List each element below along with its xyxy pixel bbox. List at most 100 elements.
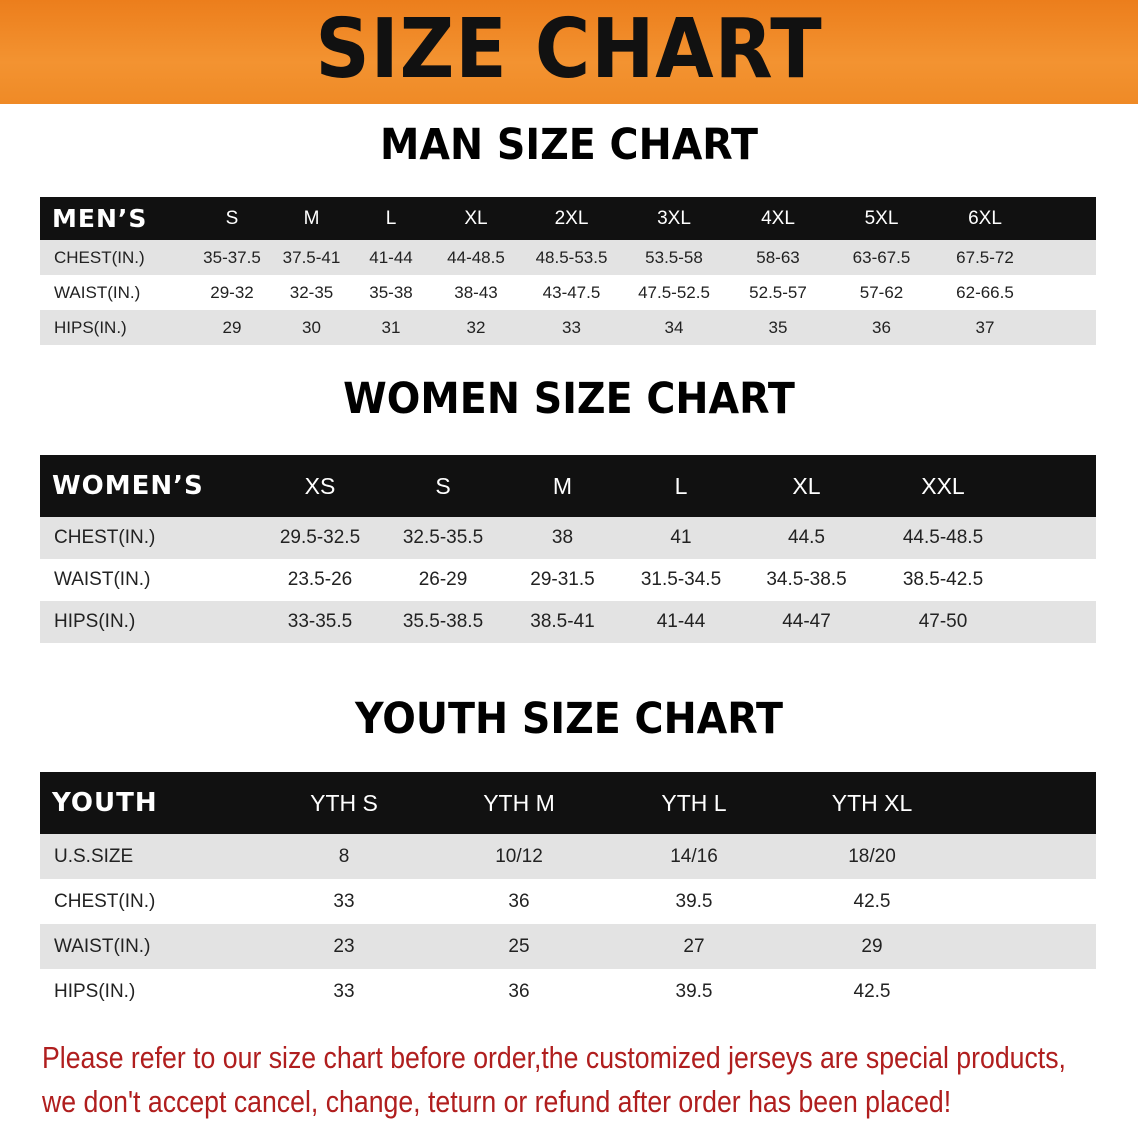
row-label: CHEST(IN.): [54, 890, 156, 912]
measurement-cell: 33: [562, 317, 581, 337]
women-heading: WOMEN SIZE CHART: [343, 374, 795, 424]
size-header-cell: YTH L: [661, 789, 727, 816]
row-label: HIPS(IN.): [54, 317, 127, 337]
size-header-cell: YTH XL: [831, 789, 913, 816]
measurement-cell: 42.5: [853, 890, 891, 912]
measurement-cell: 10/12: [495, 845, 543, 867]
row-label: WAIST(IN.): [54, 935, 151, 957]
measurement-cell: 63-67.5: [852, 247, 911, 267]
measurement-cell: 39.5: [675, 890, 713, 912]
page-title: SIZE CHART: [315, 2, 823, 97]
measurement-cell: 38.5-42.5: [902, 569, 984, 590]
measurement-cell: 44-48.5: [447, 247, 505, 267]
measurement-cell: 29: [861, 935, 883, 957]
size-header-cell: 3XL: [657, 207, 691, 229]
notice-line-1: Please refer to our size chart before or…: [42, 1040, 1066, 1075]
measurement-cell: 35-37.5: [203, 247, 261, 267]
measurement-cell: 30: [302, 317, 321, 337]
row-label: CHEST(IN.): [54, 527, 156, 548]
measurement-cell: 44.5: [788, 527, 825, 548]
measurement-cell: 32: [466, 317, 486, 337]
measurement-cell: 41: [670, 527, 692, 548]
row-label: CHEST(IN.): [54, 247, 145, 267]
measurement-cell: 67.5-72: [956, 247, 1014, 267]
table-row: HIPS(IN.) 33-35.5 35.5-38.5 38.5-41 41-44 44-…: [40, 601, 1096, 643]
row-label: U.S.SIZE: [54, 845, 134, 867]
measurement-cell: 43-47.5: [542, 282, 601, 302]
measurement-cell: 53.5-58: [645, 247, 703, 267]
measurement-cell: 29.5-32.5: [279, 527, 361, 548]
table-row: HIPS(IN.) 29 30 31 32 33 34 35 36 37: [40, 310, 1096, 345]
measurement-cell: 52.5-57: [749, 282, 807, 302]
measurement-cell: 44.5-48.5: [902, 527, 984, 548]
measurement-cell: 23.5-26: [287, 569, 353, 590]
men-size-table: MEN’S S M L XL 2XL 3XL 4XL 5XL 6XL CHEST(IN.) 35-37…: [40, 197, 1096, 345]
measurement-cell: 41-44: [656, 611, 706, 632]
measurement-cell: 25: [508, 935, 530, 957]
row-label: HIPS(IN.): [54, 980, 136, 1002]
measurement-cell: 14/16: [670, 845, 718, 867]
measurement-cell: 29: [222, 317, 242, 337]
measurement-cell: 38: [551, 527, 574, 548]
measurement-cell: 42.5: [853, 980, 891, 1002]
measurement-cell: 8: [338, 845, 350, 867]
measurement-cell: 35.5-38.5: [402, 611, 484, 632]
table-row: WAIST(IN.) 29-32 32-35 35-38 38-43 43-47.5 47.…: [40, 275, 1096, 310]
measurement-cell: 47-50: [918, 611, 968, 632]
measurement-cell: 36: [508, 890, 530, 912]
measurement-cell: 36: [508, 980, 530, 1002]
measurement-cell: 58-63: [756, 247, 800, 267]
size-header-cell: L: [674, 472, 688, 499]
measurement-cell: 33: [333, 890, 355, 912]
size-header-cell: 6XL: [968, 207, 1002, 229]
youth-heading: YOUTH SIZE CHART: [354, 694, 783, 744]
table-row: CHEST(IN.) 33 36 39.5 42.5: [40, 879, 1096, 924]
table-row: WAIST(IN.) 23 25 27 29: [40, 924, 1096, 969]
measurement-cell: 38-43: [454, 282, 498, 302]
size-header-cell: 4XL: [761, 207, 795, 229]
measurement-cell: 32.5-35.5: [402, 527, 484, 548]
size-header-cell: YTH S: [310, 789, 378, 816]
size-header-cell: XS: [304, 472, 336, 499]
size-header-cell: YTH M: [483, 789, 555, 816]
size-header-cell: 5XL: [864, 207, 899, 229]
table-header-row: YOUTH YTH S YTH M YTH L YTH XL: [40, 772, 1096, 834]
size-header-cell: XL: [792, 472, 821, 499]
measurement-cell: 18/20: [848, 845, 896, 867]
table-row: CHEST(IN.) 35-37.5 37.5-41 41-44 44-48.5 48.5…: [40, 240, 1096, 275]
size-header-cell: M: [303, 207, 320, 229]
measurement-cell: 41-44: [369, 247, 413, 267]
row-label: HIPS(IN.): [54, 611, 136, 632]
measurement-cell: 38.5-41: [530, 611, 595, 632]
women-size-table: WOMEN’S XS S M L XL XXL CHEST(IN.) 29.5-32.5 32.5…: [40, 455, 1096, 643]
measurement-cell: 35: [768, 317, 788, 337]
table-title-cell: YOUTH: [52, 788, 158, 818]
order-notice: Please refer to our size chart before or…: [42, 1036, 1066, 1124]
size-header-cell: M: [552, 472, 573, 499]
notice-line-2: we don't accept cancel, change, teturn o…: [42, 1084, 952, 1119]
measurement-cell: 44-47: [782, 611, 831, 632]
table-row: HIPS(IN.) 33 36 39.5 42.5: [40, 969, 1096, 1014]
size-header-cell: XL: [464, 207, 488, 229]
table-row: CHEST(IN.) 29.5-32.5 32.5-35.5 38 41 44.5 44.5…: [40, 517, 1096, 559]
row-label: WAIST(IN.): [54, 282, 141, 302]
size-header-cell: XXL: [921, 472, 965, 499]
measurement-cell: 47.5-52.5: [638, 282, 710, 302]
table-row: U.S.SIZE 8 10/12 14/16 18/20: [40, 834, 1096, 879]
men-heading: MAN SIZE CHART: [379, 120, 758, 170]
measurement-cell: 31.5-34.5: [640, 569, 722, 590]
measurement-cell: 37.5-41: [282, 247, 341, 267]
measurement-cell: 27: [683, 935, 705, 957]
measurement-cell: 29-31.5: [530, 569, 595, 590]
measurement-cell: 39.5: [675, 980, 713, 1002]
table-row: WAIST(IN.) 23.5-26 26-29 29-31.5 31.5-34.5 34…: [40, 559, 1096, 601]
size-header-cell: 2XL: [554, 207, 589, 229]
size-header-cell: S: [225, 207, 239, 229]
measurement-cell: 62-66.5: [956, 282, 1014, 302]
measurement-cell: 33-35.5: [287, 611, 353, 632]
row-label: WAIST(IN.): [54, 569, 151, 590]
measurement-cell: 34: [664, 317, 684, 337]
measurement-cell: 37: [975, 317, 995, 337]
measurement-cell: 57-62: [859, 282, 904, 302]
